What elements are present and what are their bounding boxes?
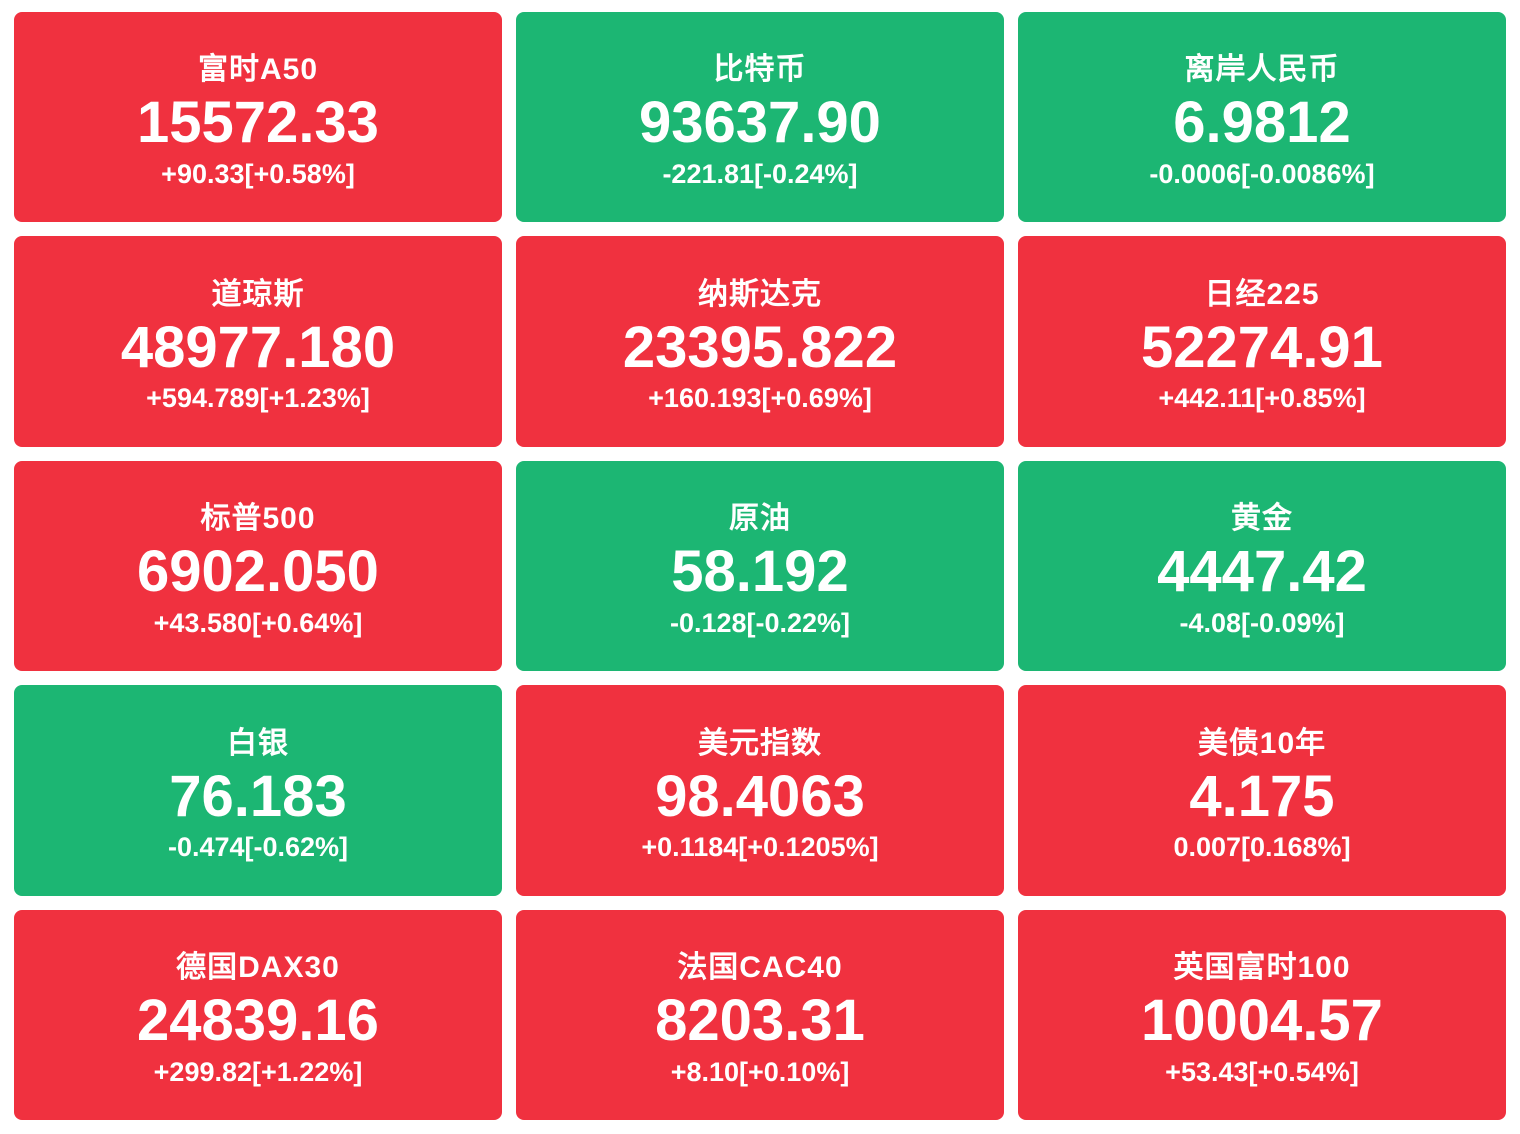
price-change: +594.789[+1.23%] [146, 383, 370, 414]
price-value: 76.183 [169, 763, 347, 829]
price-change: +90.33[+0.58%] [161, 159, 355, 189]
instrument-name: 原油 [729, 502, 791, 536]
market-tile[interactable]: 道琼斯 48977.180 +594.789[+1.23%] [14, 236, 502, 447]
price-change: -0.0006[-0.0086%] [1149, 159, 1375, 189]
price-change: +8.10[+0.10%] [670, 1056, 850, 1087]
price-value: 98.4063 [655, 763, 865, 829]
market-tile[interactable]: 英国富时100 10004.57 +53.43[+0.54%] [1018, 909, 1506, 1120]
price-change: +43.580[+0.64%] [153, 607, 363, 638]
price-change: -4.08[-0.09%] [1179, 607, 1345, 638]
market-tile[interactable]: 美债10年 4.175 0.007[0.168%] [1018, 685, 1506, 896]
instrument-name: 富时A50 [197, 53, 319, 87]
price-value: 48977.180 [120, 314, 396, 380]
price-value: 10004.57 [1141, 987, 1383, 1053]
price-change: -0.128[-0.22%] [669, 607, 851, 638]
price-value: 52274.91 [1141, 314, 1383, 380]
price-change: +299.82[+1.22%] [153, 1056, 363, 1087]
instrument-name: 道琼斯 [211, 277, 305, 311]
price-change: +53.43[+0.54%] [1165, 1056, 1359, 1087]
instrument-name: 法国CAC40 [677, 950, 843, 984]
market-tile[interactable]: 黄金 4447.42 -4.08[-0.09%] [1018, 460, 1506, 672]
market-tile[interactable]: 纳斯达克 23395.822 +160.193[+0.69%] [516, 236, 1004, 447]
price-value: 93637.90 [639, 90, 881, 156]
market-tile[interactable]: 比特币 93637.90 -221.81[-0.24%] [516, 12, 1004, 223]
instrument-name: 美债10年 [1197, 726, 1327, 760]
price-value: 8203.31 [655, 987, 865, 1053]
price-value: 15572.33 [137, 90, 379, 156]
market-tile[interactable]: 日经225 52274.91 +442.11[+0.85%] [1018, 236, 1506, 447]
price-value: 4.175 [1189, 763, 1335, 829]
price-value: 23395.822 [622, 314, 898, 380]
price-change: -0.474[-0.62%] [167, 832, 349, 863]
price-change: +160.193[+0.69%] [648, 383, 872, 414]
instrument-name: 德国DAX30 [176, 950, 340, 984]
market-tile[interactable]: 离岸人民币 6.9812 -0.0006[-0.0086%] [1018, 12, 1506, 223]
instrument-name: 白银 [227, 726, 289, 760]
price-change: +442.11[+0.85%] [1158, 383, 1366, 414]
market-tile[interactable]: 原油 58.192 -0.128[-0.22%] [516, 460, 1004, 672]
price-change: +0.1184[+0.1205%] [641, 832, 879, 863]
market-tile[interactable]: 白银 76.183 -0.474[-0.62%] [14, 685, 502, 896]
market-tile[interactable]: 富时A50 15572.33 +90.33[+0.58%] [14, 12, 502, 223]
price-value: 24839.16 [137, 987, 379, 1053]
price-change: 0.007[0.168%] [1173, 832, 1351, 863]
market-tile[interactable]: 标普500 6902.050 +43.580[+0.64%] [14, 460, 502, 672]
instrument-name: 黄金 [1231, 502, 1293, 536]
instrument-name: 英国富时100 [1173, 950, 1351, 984]
price-value: 6902.050 [137, 539, 379, 605]
instrument-name: 标普500 [200, 502, 316, 536]
price-value: 6.9812 [1173, 90, 1351, 156]
instrument-name: 美元指数 [698, 726, 822, 760]
instrument-name: 比特币 [713, 53, 807, 87]
instrument-name: 离岸人民币 [1184, 53, 1340, 87]
price-change: -221.81[-0.24%] [662, 159, 858, 189]
market-tile[interactable]: 德国DAX30 24839.16 +299.82[+1.22%] [14, 909, 502, 1120]
market-tile[interactable]: 美元指数 98.4063 +0.1184[+0.1205%] [516, 685, 1004, 896]
market-tile[interactable]: 法国CAC40 8203.31 +8.10[+0.10%] [516, 909, 1004, 1120]
instrument-name: 纳斯达克 [698, 277, 822, 311]
price-value: 4447.42 [1157, 539, 1367, 605]
price-value: 58.192 [671, 539, 849, 605]
instrument-name: 日经225 [1204, 277, 1320, 311]
